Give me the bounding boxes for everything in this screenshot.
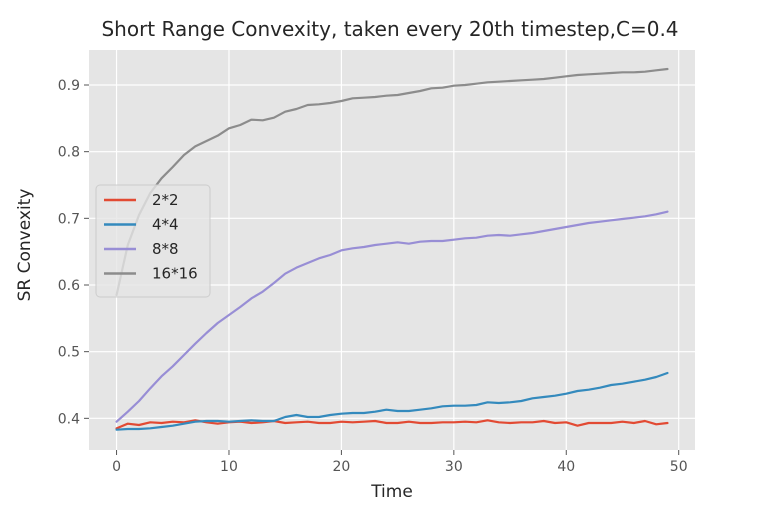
x-tick-label: 30 [445,459,463,475]
series-line-4*4 [115,371,669,431]
x-tick-label: 40 [557,459,575,475]
y-tick-label: 0.9 [58,78,80,94]
x-tick-label: 0 [112,459,121,475]
y-tick-label: 0.5 [58,345,80,361]
x-tick-label: 10 [220,459,238,475]
y-tick-label: 0.8 [58,145,80,161]
x-axis-ticks: 0 10 20 30 40 50 [112,450,688,475]
series-line-16*16 [115,67,669,297]
legend-label: 4*4 [152,216,179,234]
legend: 2*2 4*4 8*8 16*16 [95,184,211,298]
legend-label: 2*2 [152,191,179,209]
series-line-8*8 [115,210,669,423]
legend-frame [95,184,211,298]
x-tick-label: 50 [670,459,688,475]
chart-title: Short Range Convexity, taken every 20th … [101,17,678,41]
legend-label: 8*8 [152,240,179,258]
x-tick-label: 20 [332,459,350,475]
series-line-2*2 [115,419,669,430]
y-tick-label: 0.7 [58,211,80,227]
x-axis-label: Time [370,482,413,502]
legend-label: 16*16 [152,265,198,283]
y-tick-label: 0.6 [58,278,80,294]
series-layer [115,67,669,431]
y-tick-label: 0.4 [58,411,80,427]
y-axis-label: SR Convexity [15,189,35,302]
y-axis-ticks: 0.4 0.5 0.6 0.7 0.8 0.9 [58,78,89,427]
